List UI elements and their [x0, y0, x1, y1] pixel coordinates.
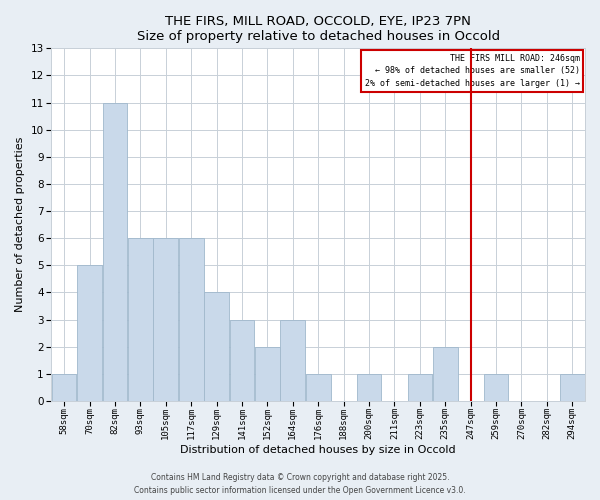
Y-axis label: Number of detached properties: Number of detached properties: [15, 137, 25, 312]
Bar: [128, 238, 152, 401]
Bar: [179, 238, 203, 401]
Bar: [255, 346, 280, 401]
Bar: [77, 266, 102, 401]
Bar: [433, 346, 458, 401]
Bar: [204, 292, 229, 401]
Bar: [280, 320, 305, 401]
Bar: [103, 102, 127, 401]
Text: THE FIRS MILL ROAD: 246sqm
← 98% of detached houses are smaller (52)
2% of semi-: THE FIRS MILL ROAD: 246sqm ← 98% of deta…: [365, 54, 580, 88]
Bar: [306, 374, 331, 401]
Bar: [230, 320, 254, 401]
X-axis label: Distribution of detached houses by size in Occold: Distribution of detached houses by size …: [181, 445, 456, 455]
Bar: [52, 374, 76, 401]
Bar: [560, 374, 584, 401]
Bar: [407, 374, 432, 401]
Bar: [484, 374, 508, 401]
Text: Contains HM Land Registry data © Crown copyright and database right 2025.
Contai: Contains HM Land Registry data © Crown c…: [134, 474, 466, 495]
Title: THE FIRS, MILL ROAD, OCCOLD, EYE, IP23 7PN
Size of property relative to detached: THE FIRS, MILL ROAD, OCCOLD, EYE, IP23 7…: [137, 15, 500, 43]
Bar: [154, 238, 178, 401]
Bar: [357, 374, 382, 401]
